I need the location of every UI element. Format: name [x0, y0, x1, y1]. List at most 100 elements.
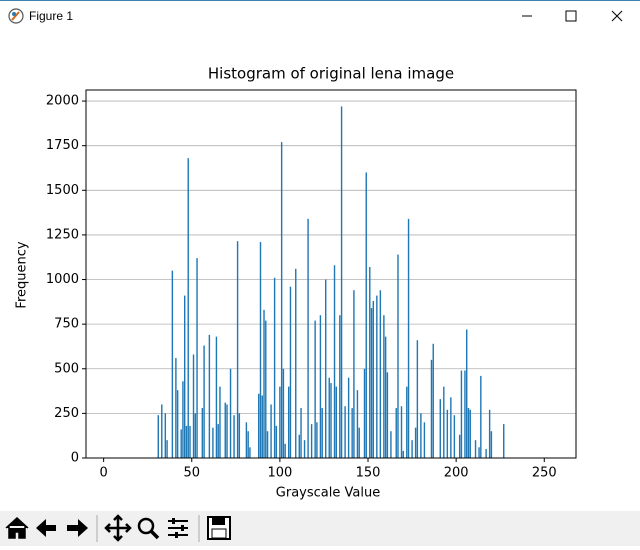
home-button[interactable]: [5, 516, 29, 539]
bar: [175, 358, 177, 458]
toolbar: [0, 511, 640, 546]
bar: [275, 425, 278, 458]
bar: [464, 370, 466, 458]
bar: [184, 295, 186, 458]
y-tick-label: 250: [54, 406, 79, 421]
bar: [194, 413, 196, 458]
bar: [247, 431, 249, 458]
x-tick-label: 250: [532, 466, 557, 481]
bar: [319, 315, 322, 458]
bar: [187, 158, 189, 458]
x-tick-label: 150: [356, 466, 381, 481]
bar: [335, 386, 337, 458]
bar: [280, 142, 283, 458]
y-tick-label: 1000: [46, 272, 79, 287]
bar: [400, 406, 403, 458]
slider: [172, 518, 175, 524]
bar: [370, 308, 373, 458]
bar: [219, 386, 221, 458]
bar: [236, 241, 239, 458]
bar: [474, 440, 477, 458]
x-tick-label: 50: [183, 466, 200, 481]
bar: [423, 422, 426, 458]
bar: [164, 413, 167, 458]
bar: [300, 408, 302, 458]
x-tick-label: 0: [99, 466, 107, 481]
y-tick-label: 750: [54, 317, 79, 332]
plot-frame: [85, 89, 577, 459]
bar: [397, 254, 399, 458]
bar: [344, 406, 346, 458]
bar: [295, 268, 297, 458]
bar: [453, 415, 456, 458]
bar: [330, 383, 332, 458]
bar: [259, 242, 262, 458]
save-icon-part: [212, 518, 225, 525]
bar: [351, 408, 353, 458]
bar: [208, 334, 211, 458]
bar: [201, 408, 204, 458]
x-tick-label: 100: [267, 466, 292, 481]
bar: [340, 106, 343, 459]
bar: [310, 424, 313, 458]
bar: [488, 409, 491, 458]
y-tick-label: 1250: [46, 227, 79, 242]
maximize-button[interactable]: [565, 10, 577, 22]
bar: [233, 415, 235, 458]
bar: [416, 340, 419, 458]
app-icon: [8, 8, 24, 24]
bar: [282, 368, 285, 458]
bar: [298, 434, 300, 458]
bar: [279, 386, 281, 458]
y-axis-label: Frequency: [15, 241, 30, 308]
bar: [333, 265, 336, 458]
bar: [157, 415, 159, 458]
bar: [284, 443, 286, 458]
toolbar-icons: [5, 514, 231, 542]
slider: [181, 525, 184, 531]
bar: [407, 218, 410, 458]
bar: [316, 422, 318, 458]
bar: [358, 427, 360, 458]
bar: [171, 270, 174, 458]
bar: [261, 395, 263, 458]
bar: [356, 390, 359, 458]
bar: [185, 425, 188, 458]
bar: [383, 315, 385, 458]
bar: [249, 447, 251, 458]
bar: [215, 336, 218, 458]
bar: [273, 277, 276, 458]
bar: [458, 434, 461, 458]
bar: [503, 424, 505, 458]
bar: [161, 404, 163, 458]
x-axis-label: Grayscale Value: [276, 486, 380, 501]
bar: [439, 399, 441, 458]
bar: [203, 345, 205, 458]
bar: [270, 404, 272, 458]
bar: [490, 431, 493, 458]
bar: [384, 336, 387, 458]
save-icon-part: [211, 528, 227, 539]
bar: [363, 368, 366, 458]
bar: [420, 413, 422, 458]
window-title: Figure 1: [29, 9, 74, 23]
bar: [466, 329, 468, 458]
bar: [166, 440, 168, 458]
window-controls[interactable]: [500, 1, 640, 31]
bar: [245, 422, 248, 458]
bar: [480, 375, 482, 458]
bar: [372, 300, 375, 458]
bar: [369, 267, 371, 458]
bar: [258, 393, 260, 458]
close-button[interactable]: [611, 10, 623, 22]
bar: [314, 320, 316, 458]
back-button[interactable]: [36, 519, 56, 537]
slider: [175, 532, 178, 538]
bar: [266, 431, 269, 458]
bar: [265, 320, 267, 458]
bar: [176, 390, 179, 458]
forward-button[interactable]: [67, 519, 88, 537]
pan-button[interactable]: [104, 514, 132, 542]
zoom-button[interactable]: [137, 517, 155, 535]
bar: [446, 409, 449, 458]
